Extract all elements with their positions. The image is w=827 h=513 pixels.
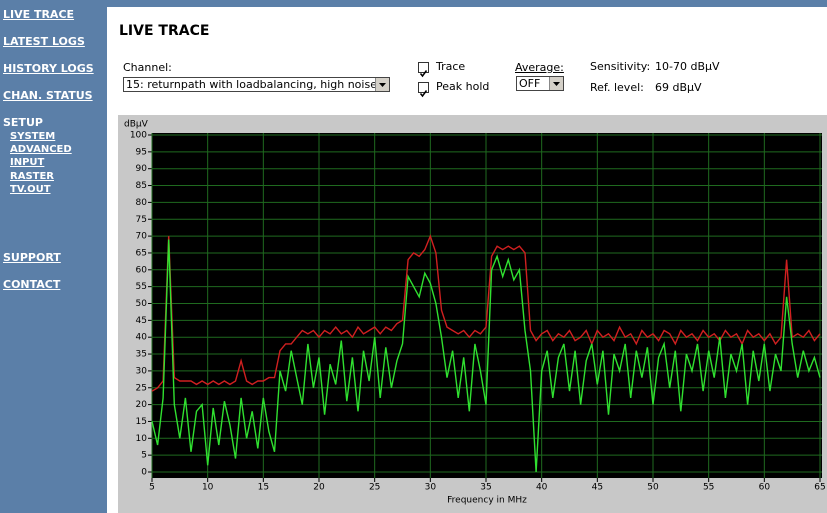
dropdown-arrow: [549, 77, 563, 90]
y-unit-label: dBµV: [124, 120, 149, 130]
y-tick-label: 35: [136, 350, 147, 360]
nav-link[interactable]: LATEST LOGS: [3, 35, 85, 48]
y-tick-label: 15: [136, 417, 147, 427]
channel-value: 15: returnpath with loadbalancing, high …: [126, 78, 377, 91]
nav-link[interactable]: SUPPORT: [3, 251, 61, 264]
x-axis-title: Frequency in MHz: [447, 496, 527, 506]
average-value: OFF: [519, 77, 541, 90]
ref-label: Ref. level:: [590, 81, 644, 94]
y-tick-label: 10: [136, 434, 148, 444]
top-bar: [107, 0, 827, 7]
trace-label: Trace: [436, 60, 466, 73]
sensitivity-label: Sensitivity:: [590, 60, 651, 73]
y-tick-label: 70: [136, 232, 148, 242]
x-tick-label: 60: [759, 483, 771, 493]
x-tick-label: 40: [536, 483, 548, 493]
nav-sublink[interactable]: TV.OUT: [10, 184, 51, 195]
y-tick-label: 50: [136, 299, 148, 309]
x-tick-label: 45: [592, 483, 603, 493]
nav-sublink[interactable]: RASTER: [10, 171, 54, 182]
x-tick-label: 20: [313, 483, 325, 493]
x-tick-label: 35: [480, 483, 491, 493]
y-tick-label: 5: [141, 451, 147, 461]
y-tick-label: 95: [136, 147, 147, 157]
y-tick-label: 80: [136, 198, 148, 208]
dropdown-arrow: [375, 78, 389, 91]
x-tick-label: 5: [149, 483, 155, 493]
y-tick-label: 30: [136, 366, 148, 376]
x-tick-label: 50: [647, 483, 659, 493]
x-tick-label: 25: [369, 483, 380, 493]
spectrum-chart: dBµV Frequency in MHz 051015202530354045…: [118, 115, 827, 513]
x-tick-label: 30: [425, 483, 437, 493]
setup-heading: SETUP: [3, 116, 43, 129]
y-tick-label: 20: [136, 400, 148, 410]
x-tick-label: 15: [258, 483, 269, 493]
sidebar: LIVE TRACE LATEST LOGS HISTORY LOGS CHAN…: [0, 0, 107, 513]
y-tick-label: 55: [136, 282, 147, 292]
nav-link[interactable]: HISTORY LOGS: [3, 62, 94, 75]
sensitivity-value: 10-70 dBµV: [655, 60, 720, 73]
nav-sublink[interactable]: SYSTEM: [10, 131, 56, 142]
trace-line: [151, 239, 821, 473]
y-tick-label: 40: [136, 333, 148, 343]
y-tick-label: 0: [141, 468, 147, 478]
channel-label: Channel:: [123, 61, 172, 74]
y-tick-label: 75: [136, 215, 147, 225]
nav-link[interactable]: CONTACT: [3, 278, 61, 291]
x-tick-label: 65: [814, 483, 825, 493]
x-tick-label: 10: [202, 483, 214, 493]
x-tick-label: 55: [703, 483, 714, 493]
trace-checkbox[interactable]: [418, 62, 429, 78]
y-tick-label: 65: [136, 248, 147, 258]
nav-link[interactable]: LIVE TRACE: [3, 8, 75, 21]
channel-select[interactable]: 15: returnpath with loadbalancing, high …: [123, 77, 390, 92]
nav-sublink[interactable]: INPUT: [10, 157, 45, 168]
peak-label: Peak hold: [436, 80, 490, 93]
y-tick-label: 90: [136, 164, 148, 174]
trace-line: [151, 234, 821, 392]
average-select[interactable]: OFF: [516, 76, 564, 91]
y-tick-label: 100: [130, 131, 147, 141]
y-tick-label: 85: [136, 181, 147, 191]
page-title: LIVE TRACE: [119, 23, 210, 39]
y-tick-label: 60: [136, 265, 148, 275]
average-label: Average:: [515, 61, 564, 74]
peak-checkbox[interactable]: [418, 82, 429, 98]
nav-link[interactable]: CHAN. STATUS: [3, 89, 93, 102]
checkmark: [419, 70, 428, 78]
ref-value: 69 dBµV: [655, 81, 702, 94]
nav-sublink[interactable]: ADVANCED: [10, 144, 72, 155]
plot-area: [152, 133, 822, 478]
checkmark: [419, 90, 428, 98]
y-tick-label: 45: [136, 316, 147, 326]
y-tick-label: 25: [136, 383, 147, 393]
